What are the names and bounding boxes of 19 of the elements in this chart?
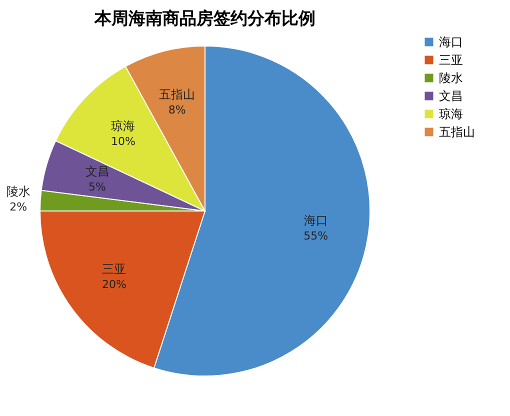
slice-label: 文昌 bbox=[85, 164, 110, 179]
data-label: 8% bbox=[168, 103, 186, 116]
slice-label: 三亚 bbox=[102, 262, 126, 276]
data-label: 55% bbox=[304, 230, 328, 243]
slice-label: 琼海 bbox=[111, 119, 136, 134]
legend-label: 文昌 bbox=[439, 89, 463, 103]
data-label: 20% bbox=[102, 278, 126, 291]
slice-label: 五指山 bbox=[159, 87, 196, 102]
legend-label: 陵水 bbox=[439, 71, 463, 85]
legend-label: 琼海 bbox=[439, 107, 463, 121]
slice-label: 海口 bbox=[304, 214, 328, 228]
data-label: 10% bbox=[110, 135, 136, 148]
slice-label: 陵水 bbox=[6, 184, 30, 198]
legend-label: 海口 bbox=[439, 35, 463, 49]
data-label: 5% bbox=[88, 180, 106, 194]
data-label: 2% bbox=[10, 200, 28, 214]
chart-title: 本周海南商品房签约分布比例 bbox=[94, 9, 316, 29]
legend-label: 五指山 bbox=[439, 125, 475, 139]
legend-label: 三亚 bbox=[439, 53, 463, 67]
